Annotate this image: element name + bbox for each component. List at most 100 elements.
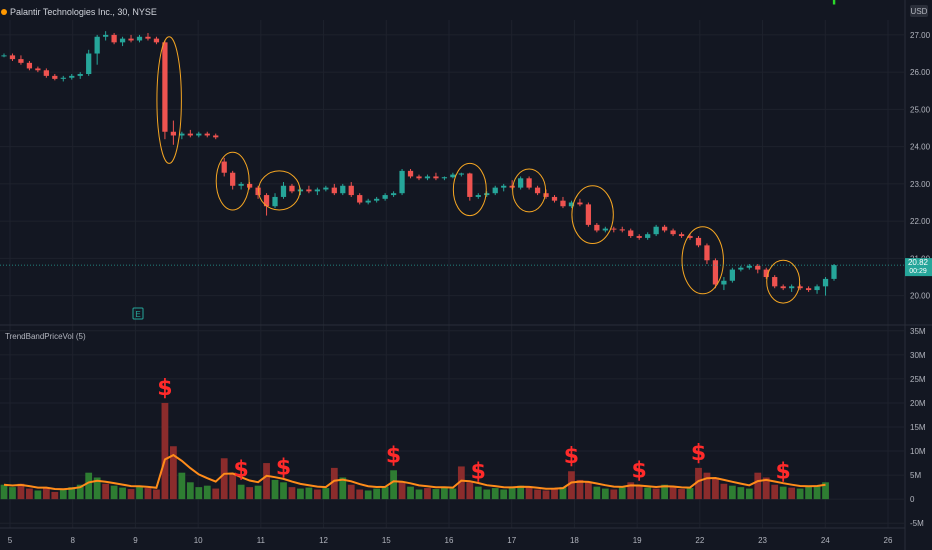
volume-tick-label: 0: [910, 495, 915, 504]
candle-body: [86, 53, 92, 75]
time-tick-label: 24: [821, 536, 830, 545]
volume-bar: [407, 486, 414, 500]
volume-bar: [0, 484, 8, 500]
candle: [382, 193, 388, 201]
candle: [187, 129, 193, 138]
earnings-marker-icon[interactable]: [132, 307, 144, 320]
volume-bar: [525, 487, 533, 500]
volume-bar: [669, 487, 677, 500]
candle-body: [26, 62, 33, 69]
sell-signal-icon: $: [632, 459, 647, 484]
highlight-ellipse: [681, 226, 724, 295]
time-tick-label: 12: [319, 536, 328, 545]
candle: [119, 36, 126, 47]
candle: [560, 196, 566, 209]
candle-body: [577, 202, 583, 205]
volume-bar: [203, 485, 211, 500]
candle-body: [805, 288, 812, 291]
volume-axis: 35M 30M 25M 20M 15M 10M 5M 0 -5M: [910, 327, 926, 528]
volume-bar: [229, 472, 237, 500]
sell-signal-icon: $: [157, 376, 172, 401]
candle: [467, 172, 473, 201]
volume-bar: [559, 487, 567, 500]
candle-body: [772, 277, 778, 287]
candle: [196, 131, 202, 138]
candle: [18, 55, 24, 65]
volume-bar: [34, 490, 42, 500]
candle-body: [780, 286, 786, 289]
volume-bar: [542, 490, 550, 500]
candle-body: [534, 187, 541, 194]
volume-bar: [593, 486, 601, 500]
candle: [145, 33, 151, 41]
candle: [230, 170, 236, 190]
volume-bar: [297, 488, 304, 500]
candle-body: [407, 170, 414, 177]
candle-body: [1, 55, 7, 57]
candle: [86, 49, 92, 76]
volume-bar: [42, 487, 50, 500]
volume-bar: [373, 488, 381, 500]
price-tick-label: 26.00: [910, 68, 931, 77]
volume-bar: [813, 485, 821, 500]
sell-signal-icon: $: [233, 458, 248, 483]
volume-bar: [263, 463, 270, 500]
candle: [475, 193, 481, 199]
volume-tick-label: -5M: [910, 519, 924, 528]
candle-body: [721, 280, 727, 285]
candle: [238, 182, 244, 190]
candle: [179, 131, 185, 140]
volume-bar: [195, 487, 203, 500]
candle: [9, 53, 16, 61]
volume-bar: [398, 482, 406, 500]
candle: [780, 284, 786, 291]
volume-bar: [347, 484, 355, 500]
candle-body: [246, 183, 253, 188]
candle-body: [763, 269, 769, 278]
candle-body: [204, 133, 210, 136]
volume-average-line: [3, 453, 826, 491]
candle: [52, 74, 58, 81]
candle: [407, 169, 414, 179]
candle-body: [323, 187, 329, 190]
volume-tick-label: 10M: [910, 447, 926, 456]
candle: [450, 172, 456, 179]
volume-bar: [796, 488, 804, 500]
volume-bar: [330, 467, 338, 500]
volume-bar: [356, 489, 364, 500]
last-price-value: 20.82: [908, 258, 929, 267]
candle-body: [9, 55, 16, 60]
sell-signal-icon: $: [276, 455, 291, 480]
volume-bar: [474, 486, 482, 500]
candle: [374, 196, 380, 203]
volume-bar: [728, 485, 736, 500]
candle-body: [619, 229, 625, 231]
volume-bar: [246, 487, 253, 500]
candle-body: [60, 77, 66, 79]
candle-body: [551, 196, 558, 201]
time-tick-label: 26: [884, 536, 893, 545]
candle: [340, 183, 346, 196]
volume-pane[interactable]: $ $ $ $ $ $ $ $ $ $: [0, 0, 845, 500]
volume-bar: [390, 470, 397, 500]
candle-body: [467, 173, 473, 197]
candle: [577, 198, 583, 207]
candle: [628, 228, 634, 238]
volume-bar: [644, 487, 652, 500]
candle-body: [695, 237, 702, 246]
candle-body: [213, 135, 219, 138]
currency-badge[interactable]: [910, 5, 928, 17]
highlight-ellipse: [571, 185, 614, 245]
candle-body: [424, 176, 431, 179]
time-tick-label: 23: [758, 536, 767, 545]
price-pane[interactable]: [1, 31, 837, 304]
volume-bar: [305, 487, 313, 500]
candle: [738, 265, 744, 272]
candle: [518, 176, 524, 190]
volume-bar: [635, 485, 643, 500]
candle-body: [628, 230, 634, 237]
candle-body: [374, 198, 380, 201]
candle: [213, 133, 219, 140]
